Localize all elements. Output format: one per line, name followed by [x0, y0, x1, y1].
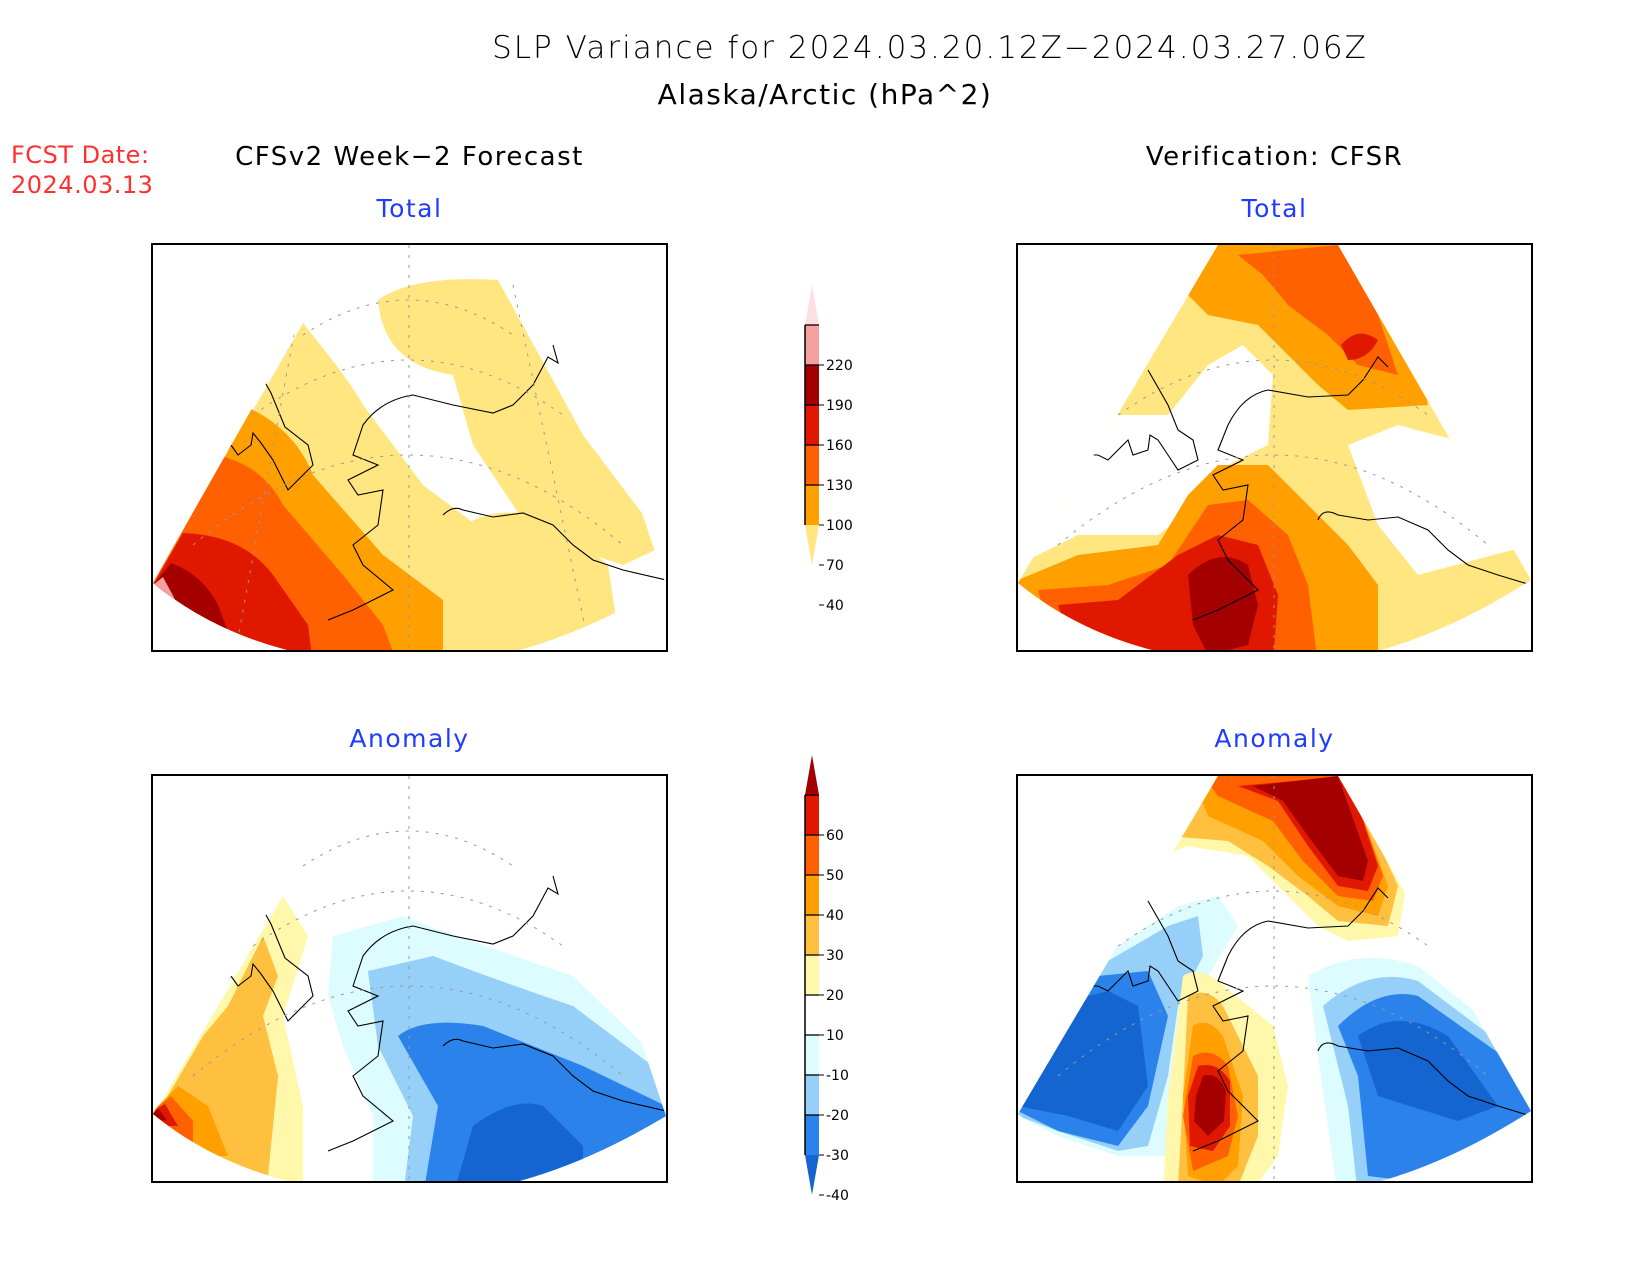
colorbar-box — [805, 365, 819, 405]
graticule — [192, 776, 624, 1181]
colorbar-box — [805, 445, 819, 485]
colorbar-tick-label: 130 — [826, 478, 853, 494]
contour-40 — [423, 512, 623, 650]
colorbar-tick-label: 50 — [826, 868, 844, 884]
colorbar-tick-label: -30 — [826, 1148, 849, 1164]
colorbar-tick-label: 220 — [826, 358, 853, 374]
colorbar-extension-bottom — [805, 525, 819, 565]
chart-subtitle: Alaska/Arctic (hPa^2) — [657, 78, 993, 111]
colorbar-box — [805, 405, 819, 445]
coastlines — [1073, 356, 1531, 621]
chart-title: SLP Variance for 2024.03.20.12Z−2024.03.… — [492, 30, 1368, 66]
forecast-anomaly-map — [151, 774, 668, 1183]
left-column-title: CFSv2 Week−2 Forecast — [235, 142, 584, 172]
colorbar-box — [805, 325, 819, 365]
colorbar-tick-label: 20 — [826, 988, 844, 1004]
contour-minus-40 — [1358, 1021, 1498, 1121]
colorbar-tick-label: -20 — [826, 1108, 849, 1124]
colorbar-extension-top — [805, 755, 819, 795]
colorbar-extension-top — [805, 285, 819, 325]
colorbar-box — [805, 995, 819, 1035]
contour-130 — [1341, 333, 1378, 360]
contour-60 — [1194, 1075, 1226, 1136]
colorbar-tick-label: 190 — [826, 398, 853, 414]
top-right-panel-label: Total — [1241, 194, 1308, 223]
colorbar-tick-label: 40 — [826, 598, 844, 614]
colorbar-tick-label: 70 — [826, 558, 844, 574]
colorbar-extension-bottom — [805, 1155, 819, 1195]
colorbar-tick-label: 10 — [826, 1028, 844, 1044]
right-column-title: Verification: CFSR — [1145, 142, 1404, 172]
graticule — [1057, 245, 1489, 650]
colorbar-box — [805, 955, 819, 995]
colorbar-tick-label: 60 — [826, 828, 844, 844]
colorbar-box — [805, 1035, 819, 1075]
colorbar-box — [805, 795, 819, 835]
contour-60 — [1253, 776, 1368, 881]
colorbar-tick-label: 100 — [826, 518, 853, 534]
contour-40 — [378, 279, 666, 565]
forecast-total-map — [151, 243, 668, 652]
coastlines — [1073, 887, 1531, 1152]
total-colorbar-svg: 40 70 100 130 160 190 220 — [804, 285, 853, 614]
colorbar-tick-label: -10 — [826, 1068, 849, 1084]
colorbar-box — [805, 915, 819, 955]
colorbar-tick-label: -40 — [826, 1188, 849, 1204]
graticule — [192, 245, 624, 650]
graticule — [1057, 776, 1489, 1181]
total-colorbar: 40 70 100 130 160 190 220 — [795, 285, 865, 615]
colorbar-box — [805, 485, 819, 525]
contour-below-40 — [1018, 345, 1273, 565]
fcst-date-label: FCST Date: — [11, 141, 150, 169]
verification-anomaly-map — [1016, 774, 1533, 1183]
bottom-right-panel-label: Anomaly — [1214, 724, 1335, 753]
contour-160 — [1188, 557, 1258, 650]
colorbar-box — [805, 875, 819, 915]
anomaly-colorbar: -40 -30 -20 -10 10 20 30 40 50 60 — [795, 755, 865, 1210]
colorbar-box — [805, 835, 819, 875]
colorbar-box — [805, 1115, 819, 1155]
colorbar-tick-label: 40 — [826, 908, 844, 924]
fcst-date-value: 2024.03.13 — [11, 171, 154, 199]
anomaly-colorbar-svg: -40 -30 -20 -10 10 20 30 40 50 60 — [804, 755, 849, 1204]
colorbar-box — [805, 1075, 819, 1115]
colorbar-tick-label: 30 — [826, 948, 844, 964]
bottom-left-panel-label: Anomaly — [349, 724, 470, 753]
top-left-panel-label: Total — [376, 194, 443, 223]
colorbar-tick-label: 160 — [826, 438, 853, 454]
verification-total-map — [1016, 243, 1533, 652]
fcst-date-block: FCST Date: 2024.03.13 — [11, 140, 153, 200]
